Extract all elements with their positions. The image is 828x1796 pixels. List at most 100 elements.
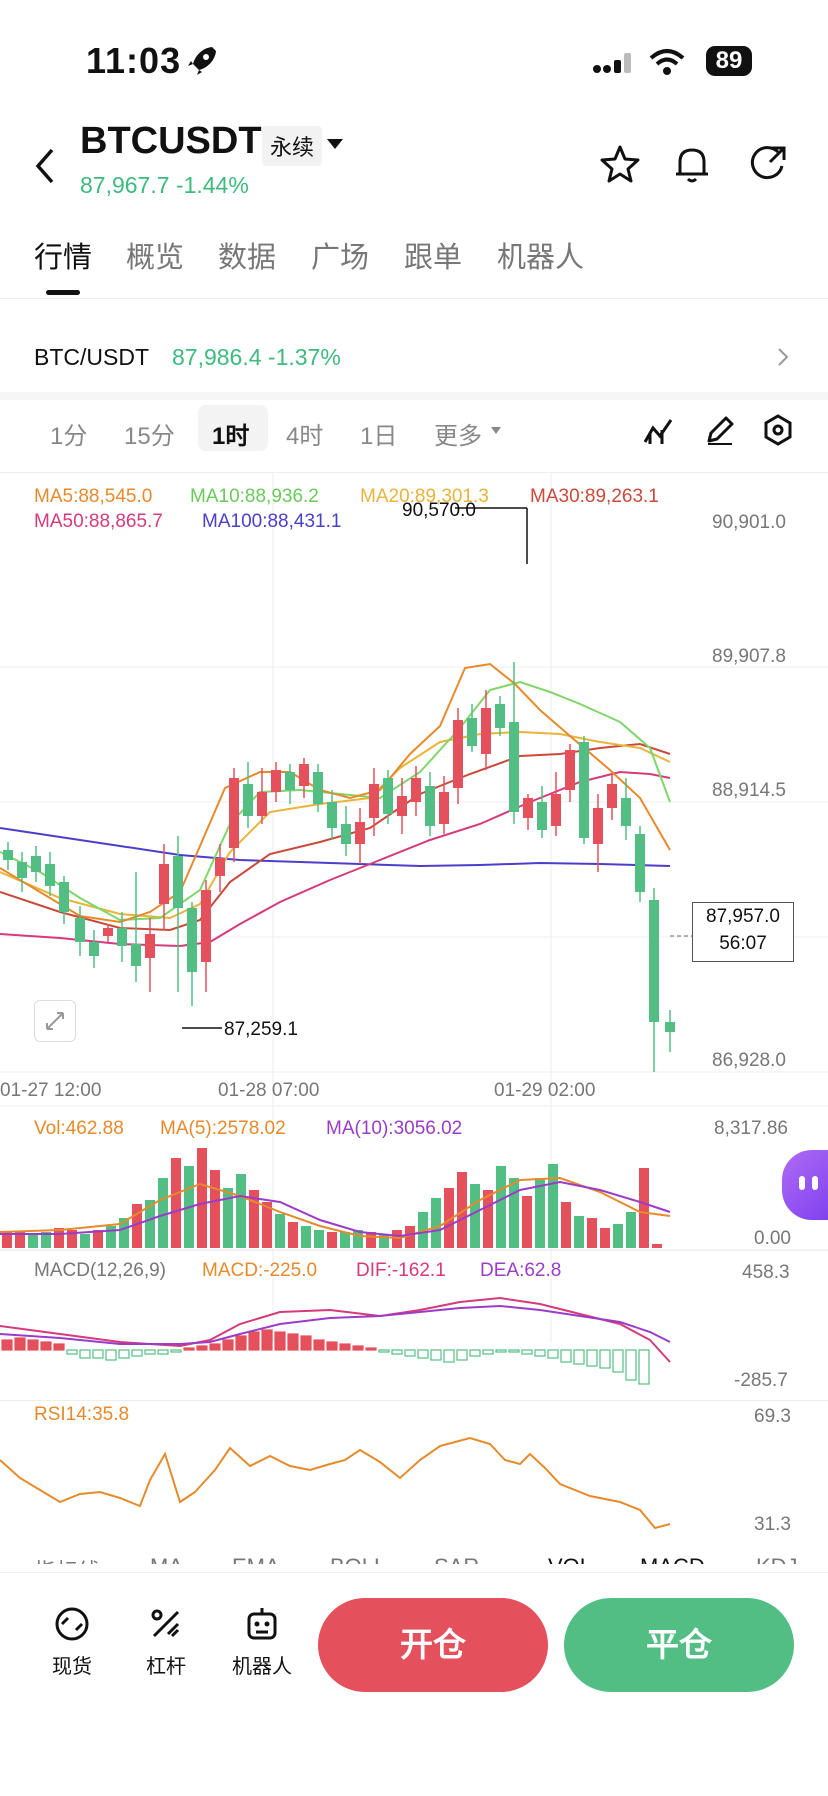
back-arrow-icon[interactable] [32, 146, 58, 186]
indtab-macd[interactable]: MACD [640, 1554, 705, 1564]
volume-ma10-line [0, 1180, 671, 1238]
candle-body [89, 942, 99, 956]
fullscreen-button[interactable] [34, 1000, 76, 1042]
volume-ma10-legend: MA(10):3056.02 [326, 1118, 463, 1139]
low-price-label: 87,259.1 [224, 1019, 298, 1040]
ma5-line [0, 662, 671, 924]
macd-bar [105, 1349, 117, 1361]
candle-body [3, 850, 13, 860]
ma30-legend: MA30:89,263.1 [530, 486, 659, 507]
candle-body [537, 802, 547, 830]
macd-bar [14, 1337, 26, 1351]
rocket-icon [188, 47, 216, 75]
macd-bar [1, 1339, 13, 1351]
ticker-change: -1.37% [267, 344, 341, 370]
time-axis-3: 01-29 02:00 [494, 1080, 596, 1101]
candle-body [481, 708, 491, 754]
macd-bar [300, 1335, 312, 1351]
open-position-button[interactable]: 开仓 [318, 1598, 548, 1692]
interval-4h[interactable]: 4时 [286, 423, 324, 450]
macd-bar [92, 1349, 104, 1359]
volume-bar [236, 1174, 246, 1248]
macd-bar [222, 1339, 234, 1351]
indicator-icon[interactable] [642, 416, 674, 446]
macd-bar [508, 1349, 520, 1353]
volume-bar [145, 1200, 155, 1248]
candle-body [341, 824, 351, 844]
section-gap [0, 392, 828, 400]
macd-bar [612, 1349, 624, 1373]
macd-params-legend: MACD(12,26,9) [34, 1260, 166, 1281]
macd-bar [599, 1349, 611, 1369]
chevron-right-icon[interactable] [776, 346, 790, 368]
volume-bar [509, 1178, 519, 1248]
macd-bar [131, 1349, 143, 1357]
macd-dea-legend: DEA:62.8 [480, 1260, 562, 1281]
dropdown-caret-icon[interactable] [326, 137, 344, 151]
volume-bar [340, 1232, 350, 1248]
tab-data[interactable]: 数据 [218, 242, 277, 274]
more-caret-icon[interactable] [490, 426, 502, 436]
volume-bar [93, 1230, 103, 1248]
candle-body [355, 822, 365, 844]
volume-bar [106, 1226, 116, 1248]
floating-assistant-button[interactable] [782, 1150, 828, 1220]
macd-bar [638, 1349, 650, 1385]
volume-bar [561, 1202, 571, 1248]
contract-type-badge[interactable]: 永续 [262, 126, 323, 166]
interval-1d[interactable]: 1日 [360, 423, 398, 450]
macd-bar [144, 1349, 156, 1355]
chart-settings-icon[interactable] [762, 414, 794, 446]
volume-bar [288, 1222, 298, 1248]
volume-bars [2, 1148, 662, 1248]
interval-1h[interactable]: 1时 [212, 423, 250, 450]
macd-bar [261, 1329, 273, 1351]
volume-bar [171, 1158, 181, 1248]
nav-bot[interactable]: 机器人 [222, 1604, 302, 1679]
volume-bar [249, 1190, 259, 1248]
candle-body [369, 784, 379, 818]
volume-axis-min: 0.00 [754, 1228, 791, 1249]
volume-bar [574, 1216, 584, 1248]
indtab-kdj[interactable]: KDJ [756, 1554, 798, 1564]
candles-group [3, 662, 675, 1072]
tab-overview[interactable]: 概览 [126, 242, 185, 274]
indtab-ema[interactable]: EMA [232, 1554, 280, 1564]
interval-more[interactable]: 更多 [434, 423, 482, 450]
tab-bots[interactable]: 机器人 [497, 242, 585, 274]
volume-bar [535, 1178, 545, 1248]
nav-spot[interactable]: 现货 [32, 1604, 112, 1679]
volume-bar [54, 1228, 64, 1248]
candle-countdown: 56:07 [719, 933, 767, 954]
tab-copy-trade[interactable]: 跟单 [404, 242, 463, 274]
draw-pen-icon[interactable] [704, 414, 736, 446]
macd-bar [469, 1349, 481, 1357]
pair-title[interactable]: BTCUSDT [80, 120, 262, 162]
indtab-ma[interactable]: MA [150, 1554, 183, 1564]
tab-market[interactable]: 行情 [34, 242, 93, 274]
volume-bar [444, 1188, 454, 1248]
close-position-button[interactable]: 平仓 [564, 1598, 794, 1692]
volume-bar [327, 1232, 337, 1248]
indtab-boll[interactable]: BOLL [330, 1554, 386, 1564]
rsi-line [0, 1436, 671, 1530]
candle-body [215, 858, 225, 876]
indtab-lines[interactable]: 指标线 [34, 1554, 100, 1564]
macd-bar [625, 1349, 637, 1381]
macd-bar [534, 1349, 546, 1357]
indtab-sar[interactable]: SAR [434, 1554, 479, 1564]
share-icon[interactable] [748, 144, 788, 184]
nav-leverage[interactable]: 杠杆 [126, 1604, 206, 1679]
volume-bar [379, 1234, 389, 1248]
indtab-vol[interactable]: VOL [548, 1554, 592, 1564]
macd-bar [547, 1349, 559, 1359]
interval-15m[interactable]: 15分 [124, 423, 175, 450]
favorite-star-icon[interactable] [600, 144, 640, 184]
volume-bar [15, 1232, 25, 1248]
alert-bell-icon[interactable] [672, 144, 712, 184]
rsi-legend: RSI14:35.8 [34, 1404, 130, 1425]
interval-1m[interactable]: 1分 [50, 423, 88, 450]
macd-axis-max: 458.3 [742, 1262, 790, 1283]
tab-square[interactable]: 广场 [311, 242, 370, 274]
volume-bar [262, 1202, 272, 1248]
